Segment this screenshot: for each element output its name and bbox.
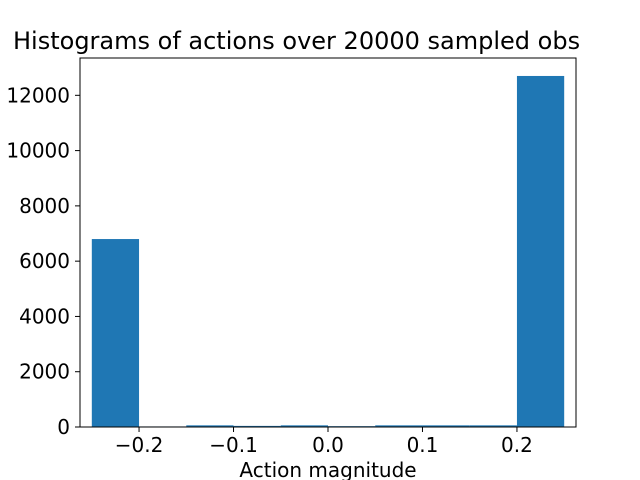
x-axis-label: Action magnitude xyxy=(239,458,416,480)
histogram-bar-7 xyxy=(422,425,470,427)
x-tick-label: −0.2 xyxy=(115,433,164,457)
histogram-bar-4 xyxy=(280,425,328,427)
histogram-bar-9 xyxy=(516,75,565,427)
x-tick-label: −0.1 xyxy=(209,433,258,457)
x-tick-label: 0.0 xyxy=(312,433,344,457)
y-tick-label: 8000 xyxy=(19,194,70,218)
x-ticks-group: −0.2 −0.1 0.0 0.1 0.2 xyxy=(115,427,533,457)
y-tick-label: 6000 xyxy=(19,249,70,273)
histogram-bar-8 xyxy=(469,425,517,427)
bars-group xyxy=(91,75,565,427)
histogram-bar-0 xyxy=(91,239,140,427)
y-tick-label: 12000 xyxy=(6,83,70,107)
chart-title: Histograms of actions over 20000 sampled… xyxy=(13,27,580,55)
histogram-bar-3 xyxy=(233,425,281,427)
y-ticks-group: 0 2000 4000 6000 8000 10000 12000 xyxy=(6,83,80,439)
y-tick-label: 10000 xyxy=(6,139,70,163)
axes-frame xyxy=(79,57,577,428)
histogram-bar-2 xyxy=(186,425,234,427)
y-tick-label: 0 xyxy=(57,415,70,439)
y-tick-label: 2000 xyxy=(19,360,70,384)
histogram-bar-6 xyxy=(375,425,423,427)
x-tick-label: 0.1 xyxy=(407,433,439,457)
x-tick-label: 0.2 xyxy=(501,433,533,457)
y-tick-label: 4000 xyxy=(19,304,70,328)
